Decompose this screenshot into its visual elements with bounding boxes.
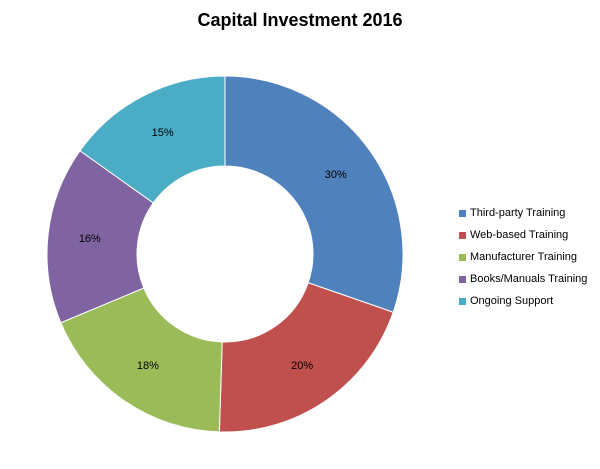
legend-item-ongoing-support: Ongoing Support: [459, 290, 587, 312]
legend-label: Manufacturer Training: [470, 251, 577, 263]
donut-labels: 30% 20% 18% 16% 15%: [79, 127, 347, 372]
legend-label: Ongoing Support: [470, 295, 554, 307]
slice-label-third-party-training: 30%: [325, 169, 347, 181]
legend-swatch: [459, 253, 466, 261]
legend-item-third-party-training: Third-party Training: [459, 202, 587, 224]
legend-swatch: [459, 209, 466, 217]
slice-web-based-training: [218, 282, 394, 433]
chart-legend: Third-party Training Web-based Training Ma…: [459, 202, 587, 312]
slice-label-web-based-training: 20%: [291, 360, 313, 372]
slice-label-books-manuals-training: 16%: [79, 233, 101, 245]
slice-label-manufacturer-training: 18%: [137, 360, 159, 372]
legend-swatch: [459, 231, 466, 239]
legend-swatch: [459, 275, 466, 283]
slice-books-manuals-training: [46, 150, 155, 324]
legend-swatch: [459, 297, 466, 305]
slice-ongoing-support: [79, 75, 226, 204]
chart-title: Capital Investment 2016: [197, 10, 403, 30]
legend-label: Third-party Training: [470, 207, 566, 219]
slice-manufacturer-training: [60, 287, 223, 433]
slice-third-party-training: [224, 75, 404, 313]
legend-label: Books/Manuals Training: [470, 273, 588, 285]
legend-item-web-based-training: Web-based Training: [459, 224, 587, 246]
legend-item-manufacturer-training: Manufacturer Training: [459, 246, 587, 268]
donut-slices: [46, 75, 404, 433]
legend-item-books-manuals-training: Books/Manuals Training: [459, 268, 587, 290]
slice-label-ongoing-support: 15%: [152, 127, 174, 139]
legend-label: Web-based Training: [470, 229, 569, 241]
